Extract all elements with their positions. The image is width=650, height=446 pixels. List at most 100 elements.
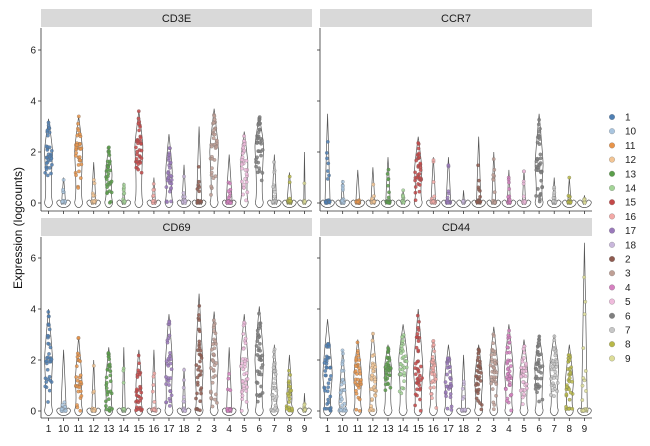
data-point: [568, 371, 573, 376]
data-point: [302, 199, 307, 204]
data-point: [79, 380, 83, 384]
data-point: [537, 199, 542, 204]
data-point: [240, 166, 244, 171]
data-point: [272, 194, 277, 199]
legend: 1 10 11 12 13 14 15 16 17 18 2 3 4 5 6 7 8 9: [609, 113, 637, 365]
data-point: [325, 156, 329, 161]
x-tick-label: 2: [196, 424, 202, 435]
data-point: [109, 190, 114, 195]
data-point: [340, 377, 345, 382]
data-point: [104, 386, 109, 390]
data-point: [244, 389, 249, 393]
data-point: [76, 128, 81, 133]
data-point: [138, 135, 143, 140]
data-point: [494, 393, 498, 398]
data-point: [46, 341, 50, 346]
data-point: [46, 355, 50, 360]
data-point: [338, 390, 343, 395]
data-point: [210, 166, 214, 171]
data-point: [105, 168, 110, 172]
legend-key-13: [609, 170, 615, 177]
data-point: [287, 180, 292, 185]
data-point: [167, 156, 171, 161]
data-point: [357, 397, 362, 402]
data-point: [288, 373, 293, 377]
violin-4: [221, 347, 237, 416]
data-point: [492, 365, 496, 370]
data-point: [287, 405, 291, 410]
data-point: [446, 189, 451, 194]
data-point: [385, 360, 390, 365]
data-point: [551, 196, 556, 200]
data-point: [537, 117, 541, 122]
data-point: [567, 358, 572, 363]
violin-2: [474, 344, 484, 416]
data-point: [326, 400, 331, 405]
data-point: [521, 369, 526, 374]
data-point: [492, 190, 497, 195]
x-tick-label: 15: [413, 424, 425, 435]
data-point: [401, 188, 406, 193]
data-point: [386, 183, 390, 188]
data-point: [520, 402, 525, 406]
data-point: [567, 407, 571, 411]
data-point: [78, 158, 82, 163]
data-point: [413, 403, 417, 408]
data-point: [167, 153, 172, 157]
data-point: [370, 363, 375, 368]
data-point: [272, 381, 277, 386]
data-point: [303, 407, 307, 412]
data-point: [326, 385, 331, 390]
data-point: [274, 394, 279, 399]
data-point: [255, 339, 260, 343]
x-tick-label: 15: [133, 424, 145, 435]
x-tick-label: 14: [118, 424, 130, 435]
violin-3: [209, 311, 219, 416]
data-point: [212, 128, 216, 132]
legend-key-3: [609, 270, 615, 277]
data-point: [254, 164, 258, 169]
data-point: [244, 180, 249, 184]
data-point: [369, 376, 374, 381]
data-point: [507, 340, 512, 345]
data-point: [138, 386, 143, 391]
data-point: [353, 369, 358, 373]
data-point: [164, 400, 169, 405]
data-point: [507, 187, 512, 191]
data-point: [418, 161, 423, 166]
data-point: [211, 352, 216, 357]
y-tick-label: 2: [30, 148, 36, 159]
data-point: [167, 404, 172, 408]
data-point: [565, 385, 569, 389]
data-point: [413, 392, 418, 397]
data-point: [76, 335, 81, 340]
data-point: [107, 200, 112, 205]
data-point: [78, 359, 82, 364]
data-point: [431, 180, 436, 184]
data-point: [63, 408, 68, 413]
data-point: [197, 329, 202, 334]
data-point: [107, 145, 111, 150]
data-point: [121, 188, 126, 193]
data-point: [431, 199, 436, 204]
data-point: [491, 173, 496, 177]
data-point: [194, 407, 198, 411]
data-point: [208, 389, 213, 394]
violin-3: [489, 326, 499, 416]
data-point: [78, 147, 83, 151]
data-point: [108, 373, 113, 378]
data-point: [257, 169, 262, 173]
data-point: [47, 314, 51, 319]
data-point: [538, 161, 543, 165]
data-point: [400, 367, 405, 372]
data-point: [47, 327, 52, 332]
data-point: [228, 408, 232, 412]
data-point: [78, 142, 82, 146]
data-point: [443, 390, 448, 394]
data-point: [47, 125, 51, 130]
data-point: [240, 151, 245, 156]
data-point: [226, 195, 231, 200]
data-point: [136, 167, 141, 172]
data-point: [418, 373, 422, 378]
